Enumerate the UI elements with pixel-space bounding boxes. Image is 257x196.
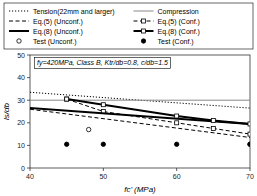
plot-frame: [30, 55, 250, 168]
y-tick-label: 30: [17, 97, 25, 104]
line: [67, 99, 250, 124]
legend-frame: [4, 3, 253, 49]
marker: [175, 121, 179, 125]
legend-label: Eq.(5) (Conf.): [158, 18, 200, 26]
x-tick-label: 60: [173, 173, 181, 180]
point: [174, 142, 178, 146]
legend: Tension(22mm and larger) Compression Eq.(5…: [4, 3, 253, 49]
point: [17, 39, 21, 43]
legend-label: Tension(22mm and larger): [33, 8, 115, 16]
x-axis-label: fc’ (MPa): [124, 185, 156, 194]
marker: [248, 132, 250, 136]
marker: [211, 126, 215, 130]
marker: [65, 97, 69, 101]
x-tick-label: 50: [99, 173, 107, 180]
y-tick: [27, 168, 30, 169]
point: [141, 39, 145, 43]
y-tick-label: 50: [17, 52, 25, 59]
y-tick-label: 0: [21, 165, 25, 172]
line: [30, 109, 250, 137]
legend-label: Compression: [158, 8, 199, 16]
y-tick: [27, 77, 30, 78]
marker: [101, 103, 105, 107]
legend-handle: [9, 21, 29, 22]
x-tick-label: 70: [246, 173, 254, 180]
marker: [65, 97, 69, 101]
y-tick: [27, 122, 30, 123]
line: [30, 92, 250, 108]
point: [86, 127, 90, 131]
x-tick-label: 40: [26, 173, 34, 180]
legend-handle: [134, 11, 154, 12]
point: [248, 142, 250, 146]
annotation-text: fy=420MPa, Class B, Ktr/db=0.8, c/db=1.5: [37, 59, 168, 67]
chart: 40 50 60 70 0 10 20 30 40 50 fc’ (MPa) ls/db fy=420M…: [0, 0, 257, 196]
point: [248, 142, 250, 146]
y-tick: [27, 145, 30, 146]
legend-label: Test (Unconf.): [33, 38, 77, 46]
y-tick-label: 20: [17, 119, 25, 126]
x-tick: [250, 168, 251, 171]
marker: [142, 19, 146, 23]
y-tick: [27, 55, 30, 56]
marker: [175, 114, 179, 118]
legend-label: Eq.(8) (Unconf.): [33, 28, 83, 36]
annotation: fy=420MPa, Class B, Ktr/db=0.8, c/db=1.5: [35, 58, 171, 69]
y-tick: [27, 100, 30, 101]
x-tick: [30, 168, 31, 171]
legend-handle: [9, 30, 29, 32]
marker: [248, 122, 250, 126]
legend-handle: [9, 11, 29, 12]
legend-label: Eq.(5) (Unconf.): [33, 18, 83, 26]
y-axis-label: ls/db: [2, 103, 11, 120]
x-tick: [103, 168, 104, 171]
annotation-box: [35, 58, 171, 69]
y-tick-label: 10: [17, 142, 25, 149]
marker: [211, 119, 215, 123]
legend-handle: [134, 30, 154, 32]
reference-line: [30, 100, 250, 101]
legend-label: Eq.(8) (Conf.): [158, 28, 200, 36]
marker: [142, 29, 146, 33]
plot-area: [30, 92, 250, 146]
x-tick: [176, 168, 177, 171]
legend-label: Test (Conf.): [158, 38, 194, 46]
point: [64, 142, 68, 146]
y-tick-label: 40: [17, 74, 25, 81]
point: [101, 142, 105, 146]
